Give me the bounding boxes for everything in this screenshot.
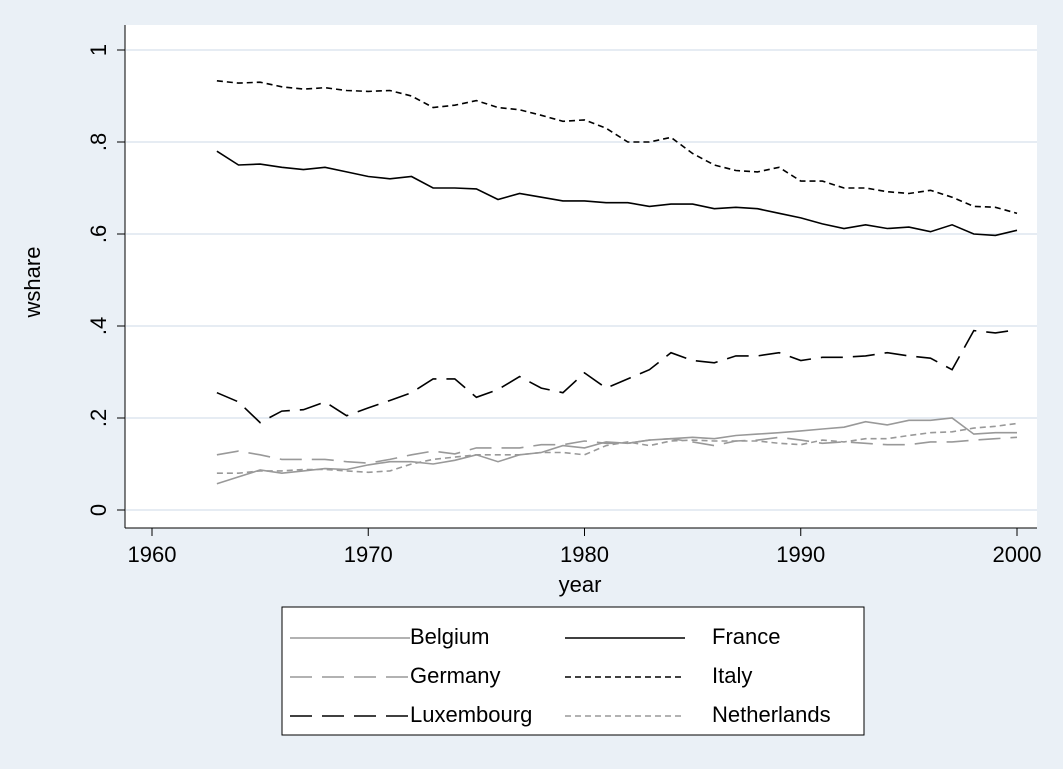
y-tick-label: .4 xyxy=(86,317,111,335)
y-tick-label: .2 xyxy=(86,409,111,427)
x-tick-label: 1980 xyxy=(560,542,609,567)
legend xyxy=(281,606,865,736)
legend-label: Luxembourg xyxy=(410,702,532,727)
legend-label: Belgium xyxy=(410,624,489,649)
y-tick-label: 0 xyxy=(86,504,111,516)
y-tick-label: 1 xyxy=(86,44,111,56)
x-tick-label: 2000 xyxy=(993,542,1042,567)
legend-label: France xyxy=(712,624,780,649)
x-tick-label: 1990 xyxy=(776,542,825,567)
series-line xyxy=(216,150,1018,237)
plot-area xyxy=(125,25,1037,528)
legend-label: Netherlands xyxy=(712,702,831,727)
series-line xyxy=(216,422,1018,474)
legend-label: Italy xyxy=(712,663,752,688)
y-tick-label: .6 xyxy=(86,225,111,243)
y-axis-label: wshare xyxy=(20,247,45,319)
series-line xyxy=(216,80,1018,215)
legend-label: Germany xyxy=(410,663,500,688)
y-tick-label: .8 xyxy=(86,133,111,151)
x-axis-label: year xyxy=(559,572,602,597)
x-tick-label: 1960 xyxy=(128,542,177,567)
x-tick-label: 1970 xyxy=(344,542,393,567)
series-line xyxy=(216,328,1018,424)
